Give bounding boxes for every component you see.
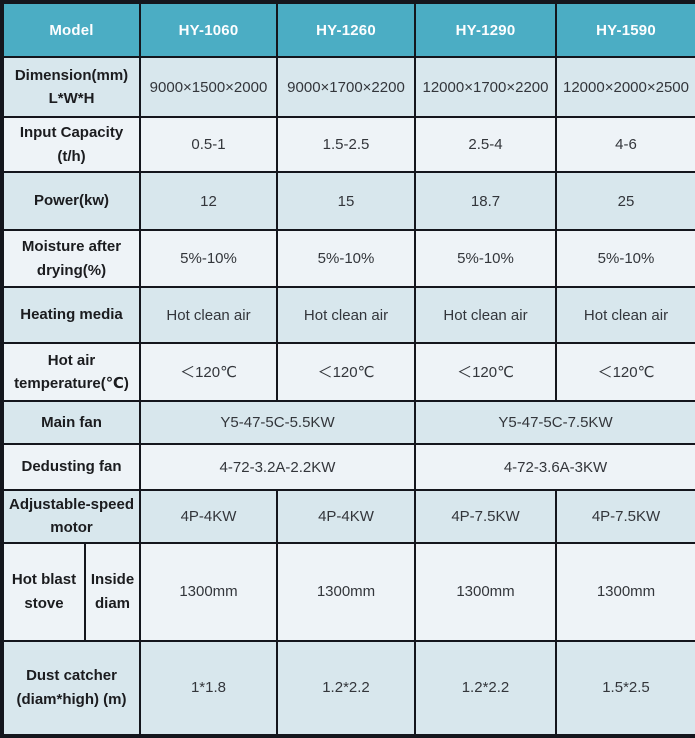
row-label-line: motor [50, 519, 93, 537]
cell-moisture-hy-1260: 5%-10% [276, 229, 416, 288]
cell-dust-hy-1060: 1*1.8 [139, 639, 278, 737]
cell-temp-hy-1590: ＜120℃ [555, 342, 695, 402]
row-label-heating-media: Heating media [1, 286, 141, 344]
row-adjustable-speed-motor: Adjustable-speed motor 4P-4KW 4P-4KW 4P-… [1, 489, 695, 544]
cell-motor-hy-1060: 4P-4KW [139, 489, 278, 544]
cell-motor-hy-1290: 4P-7.5KW [414, 489, 557, 544]
cell-temp-hy-1060: ＜120℃ [139, 342, 278, 402]
row-dimension: Dimension(mm) L*W*H 9000×1500×2000 9000×… [1, 56, 695, 118]
row-moisture: Moisture after drying(%) 5%-10% 5%-10% 5… [1, 229, 695, 288]
row-label-dimension: Dimension(mm) L*W*H [1, 56, 141, 118]
row-label-line: Moisture after [21, 238, 122, 256]
cell-dust-hy-1590: 1.5*2.5 [555, 639, 695, 737]
row-label-dust-catcher: Dust catcher (diam*high) (m) [1, 639, 141, 737]
row-power: Power(kw) 12 15 18.7 25 [1, 171, 695, 231]
row-label-dedusting-fan: Dedusting fan [1, 443, 141, 491]
row-label-line: (diam*high) (m) [16, 690, 127, 708]
header-model-hy-1060: HY-1060 [139, 1, 278, 58]
cell-power-hy-1260: 15 [276, 171, 416, 231]
row-label-line: temperature(℃) [14, 375, 129, 392]
cell-stove-hy-1290: 1300mm [414, 541, 557, 642]
cell-main-fan-small: Y5-47-5C-5.5KW [139, 400, 416, 445]
cell-media-hy-1060: Hot clean air [139, 286, 278, 344]
cell-media-hy-1290: Hot clean air [414, 286, 557, 344]
header-model-hy-1290: HY-1290 [414, 1, 557, 58]
header-model-hy-1260: HY-1260 [276, 1, 416, 58]
row-label-hot-blast-stove: Hot blast stove [1, 541, 86, 642]
cell-dimension-hy-1060: 9000×1500×2000 [139, 56, 278, 118]
row-label-line: Dust catcher [26, 667, 117, 685]
cell-stove-hy-1060: 1300mm [139, 541, 278, 642]
row-hot-air-temperature: Hot air temperature(℃) ＜120℃ ＜120℃ ＜120℃… [1, 342, 695, 402]
row-main-fan: Main fan Y5-47-5C-5.5KW Y5-47-5C-7.5KW [1, 400, 695, 445]
cell-media-hy-1260: Hot clean air [276, 286, 416, 344]
cell-capacity-hy-1290: 2.5-4 [414, 116, 557, 173]
row-heating-media: Heating media Hot clean air Hot clean ai… [1, 286, 695, 344]
header-model-label: Model [1, 1, 141, 58]
row-label-line: diam [94, 594, 130, 612]
row-label-hot-air-temperature: Hot air temperature(℃) [1, 342, 141, 402]
cell-stove-hy-1260: 1300mm [276, 541, 416, 642]
cell-dust-hy-1260: 1.2*2.2 [276, 639, 416, 737]
cell-power-hy-1290: 18.7 [414, 171, 557, 231]
cell-dedusting-fan-large: 4-72-3.6A-3KW [414, 443, 695, 491]
cell-dimension-hy-1590: 12000×2000×2500 [555, 56, 695, 118]
cell-moisture-hy-1590: 5%-10% [555, 229, 695, 288]
cell-capacity-hy-1060: 0.5-1 [139, 116, 278, 173]
cell-temp-hy-1260: ＜120℃ [276, 342, 416, 402]
row-label-input-capacity: Input Capacity (t/h) [1, 116, 141, 173]
header-row: Model HY-1060 HY-1260 HY-1290 HY-1590 [1, 1, 695, 58]
row-hot-blast-stove: Hot blast stove Inside diam 1300mm 1300m… [1, 541, 695, 642]
header-model-hy-1590: HY-1590 [555, 1, 695, 58]
row-label-moisture: Moisture after drying(%) [1, 229, 141, 288]
cell-motor-hy-1590: 4P-7.5KW [555, 489, 695, 544]
cell-moisture-hy-1060: 5%-10% [139, 229, 278, 288]
cell-dimension-hy-1290: 12000×1700×2200 [414, 56, 557, 118]
row-label-line: drying(%) [36, 261, 107, 279]
row-dust-catcher: Dust catcher (diam*high) (m) 1*1.8 1.2*2… [1, 639, 695, 737]
row-dedusting-fan: Dedusting fan 4-72-3.2A-2.2KW 4-72-3.6A-… [1, 443, 695, 491]
row-label-line: Hot air [47, 351, 96, 369]
cell-temp-hy-1290: ＜120℃ [414, 342, 557, 402]
row-label-line: stove [24, 594, 64, 612]
row-label-line: Hot blast [11, 571, 77, 589]
cell-dimension-hy-1260: 9000×1700×2200 [276, 56, 416, 118]
row-label-main-fan: Main fan [1, 400, 141, 445]
row-input-capacity: Input Capacity (t/h) 0.5-1 1.5-2.5 2.5-4… [1, 116, 695, 173]
cell-dedusting-fan-small: 4-72-3.2A-2.2KW [139, 443, 416, 491]
cell-motor-hy-1260: 4P-4KW [276, 489, 416, 544]
row-label-line: Adjustable-speed [8, 496, 135, 513]
cell-main-fan-large: Y5-47-5C-7.5KW [414, 400, 695, 445]
cell-moisture-hy-1290: 5%-10% [414, 229, 557, 288]
cell-dust-hy-1290: 1.2*2.2 [414, 639, 557, 737]
cell-capacity-hy-1260: 1.5-2.5 [276, 116, 416, 173]
cell-stove-hy-1590: 1300mm [555, 541, 695, 642]
cell-power-hy-1060: 12 [139, 171, 278, 231]
row-label-power: Power(kw) [1, 171, 141, 231]
row-sublabel-inside-diam: Inside diam [84, 541, 141, 642]
row-label-line: L*W*H [48, 90, 95, 107]
row-label-line: Inside [90, 571, 135, 589]
cell-power-hy-1590: 25 [555, 171, 695, 231]
row-label-line: Dimension(mm) [14, 66, 129, 84]
cell-capacity-hy-1590: 4-6 [555, 116, 695, 173]
cell-media-hy-1590: Hot clean air [555, 286, 695, 344]
row-label-adjustable-speed-motor: Adjustable-speed motor [1, 489, 141, 544]
